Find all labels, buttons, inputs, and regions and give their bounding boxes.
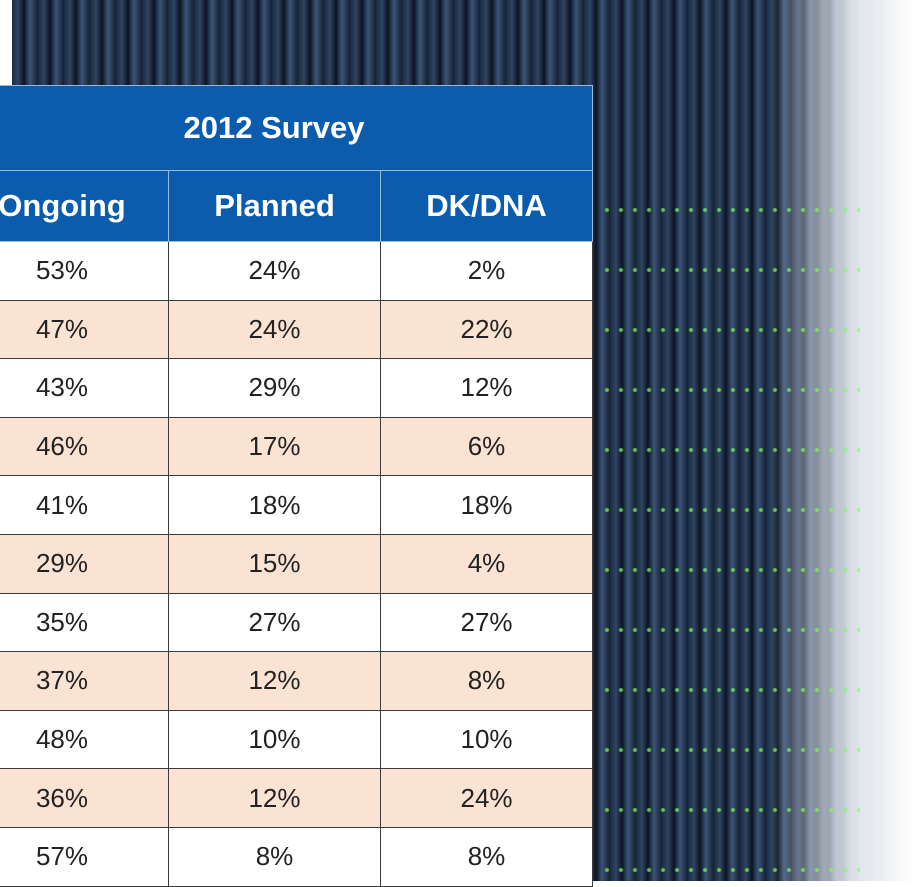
- table-cell: 17%: [168, 416, 381, 477]
- table-cell: 36%: [0, 768, 169, 828]
- table-cell: 10%: [379, 709, 594, 770]
- table-row: 29% 15% 4%: [0, 533, 594, 594]
- table-cell: 27%: [168, 592, 381, 653]
- table-cell: 15%: [168, 533, 381, 594]
- table-cell: 12%: [379, 358, 594, 418]
- table-cell: 46%: [0, 416, 169, 477]
- table-cell: 18%: [168, 475, 381, 535]
- column-header: Planned: [168, 170, 381, 242]
- table-cell: 53%: [0, 241, 169, 301]
- table-cell: 24%: [168, 299, 381, 360]
- table-cell: 2%: [379, 241, 594, 301]
- table-row: 35% 27% 27%: [0, 592, 594, 653]
- table-cell: 29%: [168, 358, 381, 418]
- table-cell: 12%: [168, 651, 381, 711]
- column-header: Ongoing: [0, 170, 169, 242]
- table-cell: 8%: [379, 651, 594, 711]
- table-cell: 22%: [379, 299, 594, 360]
- table-row: 48% 10% 10%: [0, 709, 594, 770]
- table-cell: 48%: [0, 709, 169, 770]
- table-cell: 57%: [0, 826, 169, 887]
- table-row: 47% 24% 22%: [0, 299, 594, 360]
- table-cell: 6%: [379, 416, 594, 477]
- background-lights: [600, 180, 860, 880]
- table-row: 57% 8% 8%: [0, 826, 594, 887]
- table-body: 53% 24% 2% 47% 24% 22% 43% 29% 12% 46% 17% 6% 41% 18%…: [0, 241, 594, 887]
- table-cell: 8%: [379, 826, 594, 887]
- table-cell: 4%: [379, 533, 594, 594]
- table-row: 36% 12% 24%: [0, 768, 594, 828]
- table-cell: 27%: [379, 592, 594, 653]
- table-cell: 47%: [0, 299, 169, 360]
- table-row: 53% 24% 2%: [0, 241, 594, 301]
- table-cell: 37%: [0, 651, 169, 711]
- table-row: 46% 17% 6%: [0, 416, 594, 477]
- table-title: 2012 Survey: [0, 85, 594, 171]
- table-cell: 18%: [379, 475, 594, 535]
- table-cell: 12%: [168, 768, 381, 828]
- table-cell: 10%: [168, 709, 381, 770]
- header-row: Ongoing Planned DK/DNA: [0, 170, 594, 242]
- table-cell: 24%: [168, 241, 381, 301]
- table-cell: 29%: [0, 533, 169, 594]
- table-row: 43% 29% 12%: [0, 358, 594, 418]
- title-row: 2012 Survey: [0, 85, 594, 171]
- table-row: 37% 12% 8%: [0, 651, 594, 711]
- table-cell: 35%: [0, 592, 169, 653]
- column-header: DK/DNA: [379, 170, 594, 242]
- table-cell: 41%: [0, 475, 169, 535]
- survey-table: 2012 Survey Ongoing Planned DK/DNA 53% 24% 2…: [0, 85, 594, 887]
- table-cell: 24%: [379, 768, 594, 828]
- table-cell: 8%: [168, 826, 381, 887]
- table-cell: 43%: [0, 358, 169, 418]
- table-row: 41% 18% 18%: [0, 475, 594, 535]
